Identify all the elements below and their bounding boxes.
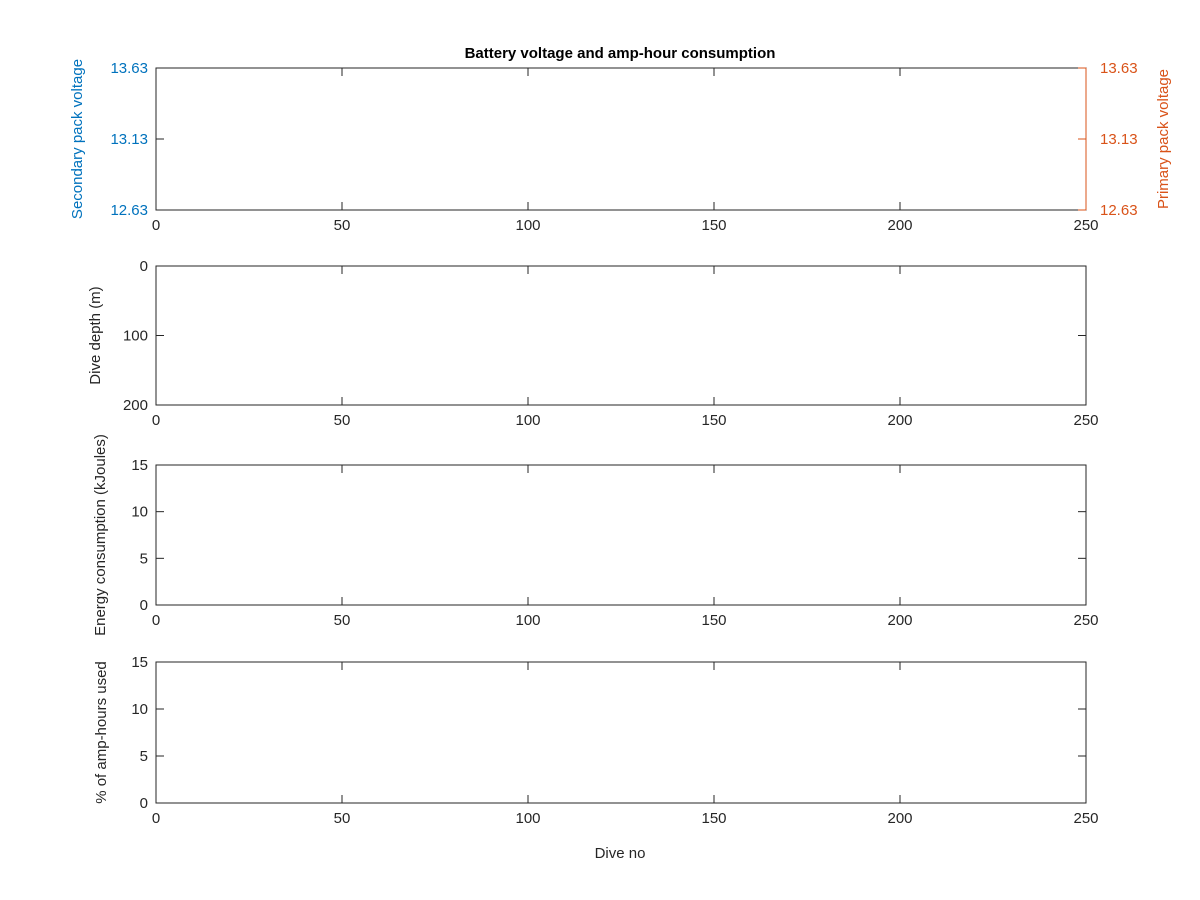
x-tick-label: 100 — [515, 217, 540, 234]
x-tick-label: 250 — [1073, 217, 1098, 234]
x-tick-label: 0 — [152, 412, 160, 429]
y-tick-label: 5 — [140, 748, 148, 765]
x-tick-label: 50 — [334, 612, 351, 629]
y-axis-label: Dive depth (m) — [87, 286, 104, 384]
x-tick-label: 150 — [701, 412, 726, 429]
y-tick-label: 15 — [131, 654, 148, 671]
y-tick-label: 0 — [140, 795, 148, 812]
y-axis-label: % of amp-hours used — [93, 661, 110, 804]
y-tick-label: 0 — [140, 597, 148, 614]
axes-frame — [155, 464, 1087, 606]
x-tick-label: 0 — [152, 612, 160, 629]
y-tick-label: 0 — [140, 258, 148, 275]
axes-frame — [155, 67, 1087, 211]
x-tick-label: 200 — [887, 217, 912, 234]
y-tick-label: 13.13 — [110, 131, 148, 148]
y-tick-label: 100 — [123, 328, 148, 345]
x-axis-label: Dive no — [595, 845, 646, 862]
y-axis-label: Energy consumption (kJoules) — [92, 434, 109, 636]
y-tick-label: 10 — [131, 701, 148, 718]
subplot-2: 0 50 100 150 200 250 0 100 200 Dive depth (m) — [87, 258, 1099, 429]
x-tick-label: 200 — [887, 612, 912, 629]
y-tick-label: 200 — [123, 397, 148, 414]
right-y-tick-label: 13.63 — [1100, 60, 1138, 77]
y-tick-label: 13.63 — [110, 60, 148, 77]
y-tick-label: 10 — [131, 504, 148, 521]
x-tick-label: 150 — [701, 217, 726, 234]
y-tick-label: 15 — [131, 457, 148, 474]
right-y-tick-label: 12.63 — [1100, 202, 1138, 219]
right-y-tick-label: 13.13 — [1100, 131, 1138, 148]
x-tick-label: 150 — [701, 810, 726, 827]
y-axis-label: Secondary pack voltage — [69, 59, 86, 219]
right-y-axis-label: Primary pack voltage — [1155, 69, 1172, 209]
x-tick-label: 200 — [887, 810, 912, 827]
x-tick-label: 50 — [334, 217, 351, 234]
x-tick-label: 250 — [1073, 810, 1098, 827]
y-tick-label: 12.63 — [110, 202, 148, 219]
figure-title: Battery voltage and amp-hour consumption — [465, 45, 776, 62]
x-tick-label: 100 — [515, 412, 540, 429]
x-tick-label: 150 — [701, 612, 726, 629]
subplot-3: 0 50 100 150 200 250 0 5 10 15 Energy consumption … — [92, 434, 1099, 636]
x-tick-label: 100 — [515, 612, 540, 629]
x-tick-label: 50 — [334, 412, 351, 429]
x-tick-label: 50 — [334, 810, 351, 827]
axes-frame — [155, 265, 1087, 406]
x-tick-label: 200 — [887, 412, 912, 429]
x-tick-label: 250 — [1073, 612, 1098, 629]
subplot-1: 0 50 100 150 200 25012.6313.1313.6312.6313.13… — [69, 59, 1172, 234]
axes-frame — [155, 661, 1087, 804]
x-tick-label: 0 — [152, 217, 160, 234]
x-tick-label: 100 — [515, 810, 540, 827]
x-tick-label: 0 — [152, 810, 160, 827]
subplot-4: 0 50 100 150 200 250 0 5 10 15 % of amp-hours used — [93, 654, 1099, 827]
x-tick-label: 250 — [1073, 412, 1098, 429]
subplots-group: 0 50 100 150 200 25012.6313.1313.6312.6313.13… — [69, 59, 1172, 827]
y-tick-label: 5 — [140, 550, 148, 567]
